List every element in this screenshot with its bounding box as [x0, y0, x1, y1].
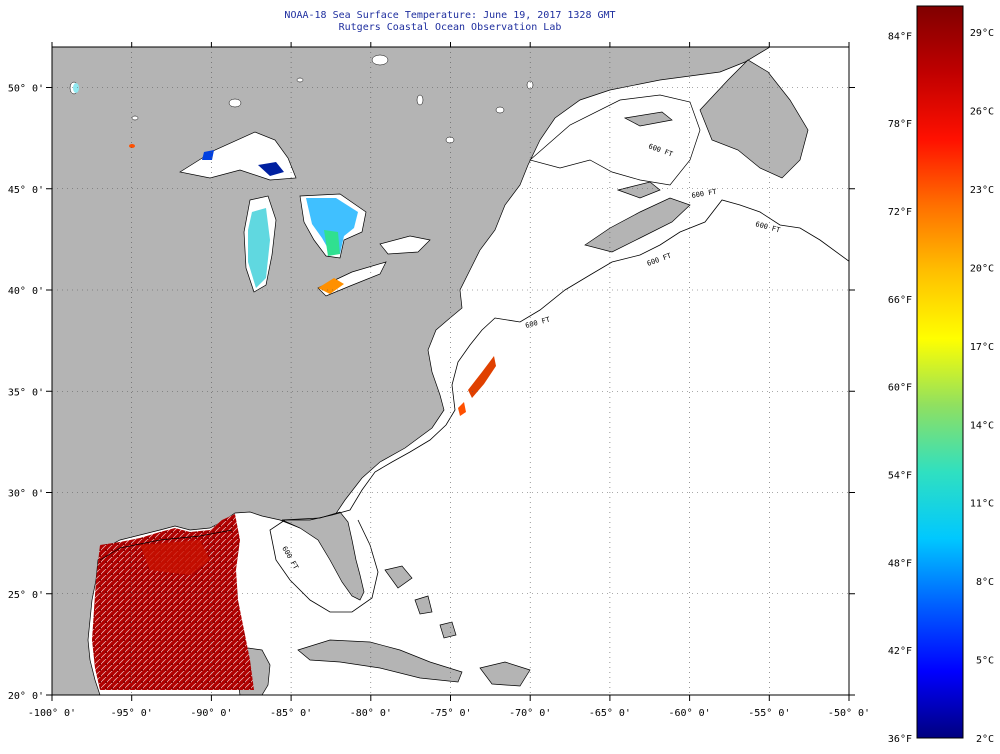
lat-tick-label: 20° 0': [8, 691, 44, 702]
lon-tick-label: -70° 0': [509, 708, 551, 719]
anticosti-island: [623, 111, 673, 127]
sst-lake-erie: [318, 278, 344, 294]
colorbar-f-label: 48°F: [888, 558, 912, 569]
colorbar-f-label: 78°F: [888, 119, 912, 130]
depth-contour-600ft: [285, 199, 849, 521]
depth-contour-florida: [269, 519, 379, 613]
map-axes: -100° 0' -95° 0' -90° 0' -85° 0' -80° 0' -75°…: [8, 42, 870, 719]
lon-tick-label: -80° 0': [350, 708, 392, 719]
colorbar-c-label: 20°C: [970, 263, 994, 274]
sst-lake-huron: [306, 198, 358, 256]
lake-ontario: [379, 235, 431, 255]
colorbar-f-label: 66°F: [888, 295, 912, 306]
colorbar-f-label: 72°F: [888, 207, 912, 218]
colorbar-f-label: 60°F: [888, 383, 912, 394]
colorbar-c-label: 2°C: [976, 734, 994, 745]
sst-lake-michigan: [248, 208, 270, 288]
land-florida: [281, 511, 365, 601]
colorbar-c-label: 11°C: [970, 499, 994, 510]
colorbar-c-label: 26°C: [970, 107, 994, 118]
colorbar-c-label: 5°C: [976, 656, 994, 667]
land-north-america: [52, 47, 771, 695]
sst-lake-superior: [202, 150, 284, 176]
land-bahamas: [384, 565, 457, 639]
sst-gulf-stream: [458, 356, 496, 416]
colorbar-labels: 84°F 78°F 72°F 66°F 60°F 54°F 48°F 42°F 36°F 29°C…: [888, 28, 994, 745]
colorbar-c-label: 23°C: [970, 185, 994, 196]
sst-gulf-of-mexico: [92, 514, 254, 690]
land-pei: [616, 181, 661, 199]
land-nova-scotia: [584, 197, 691, 253]
colorbar-f-label: 42°F: [888, 646, 912, 657]
lon-tick-label: -85° 0': [270, 708, 312, 719]
colorbar: 84°F 78°F 72°F 66°F 60°F 54°F 48°F 42°F 36°F 29°C…: [888, 5, 994, 745]
lat-tick-label: 25° 0': [8, 590, 44, 601]
depth-contour-gulf: [99, 529, 233, 561]
colorbar-c-label: 8°C: [976, 577, 994, 588]
map-subtitle: Rutgers Coastal Ocean Observation Lab: [338, 22, 562, 33]
lat-tick-label: 30° 0': [8, 489, 44, 500]
lon-tick-label: -55° 0': [748, 708, 790, 719]
land-cuba: [297, 639, 463, 683]
lon-tick-label: -65° 0': [589, 708, 631, 719]
colorbar-f-label: 84°F: [888, 31, 912, 42]
lat-tick-label: 50° 0': [8, 84, 44, 95]
lat-tick-label: 35° 0': [8, 387, 44, 398]
lon-tick-label: -100° 0': [28, 708, 76, 719]
colorbar-gradient: [916, 5, 964, 739]
colorbar-f-label: 54°F: [888, 470, 912, 481]
map-content: 600 FT 600 FT 600 FT 600 FT 600 FT 600 F…: [52, 47, 849, 695]
colorbar-f-label: 36°F: [888, 734, 912, 745]
colorbar-c-label: 29°C: [970, 28, 994, 39]
colorbar-c-label: 17°C: [970, 342, 994, 353]
lon-tick-label: -50° 0': [828, 708, 870, 719]
lat-tick-label: 40° 0': [8, 286, 44, 297]
map-title: NOAA-18 Sea Surface Temperature: June 19…: [284, 10, 616, 21]
lon-tick-label: -60° 0': [669, 708, 711, 719]
colorbar-c-label: 14°C: [970, 420, 994, 431]
small-sst-lakes: [73, 83, 135, 148]
lat-tick-label: 45° 0': [8, 185, 44, 196]
inland-lakes: [69, 54, 534, 144]
lon-tick-label: -75° 0': [429, 708, 471, 719]
graticule-grid: [52, 47, 849, 695]
land-newfoundland: [699, 59, 809, 179]
lon-tick-label: -90° 0': [190, 708, 232, 719]
lon-tick-label: -95° 0': [111, 708, 153, 719]
land-hispaniola: [479, 661, 531, 687]
